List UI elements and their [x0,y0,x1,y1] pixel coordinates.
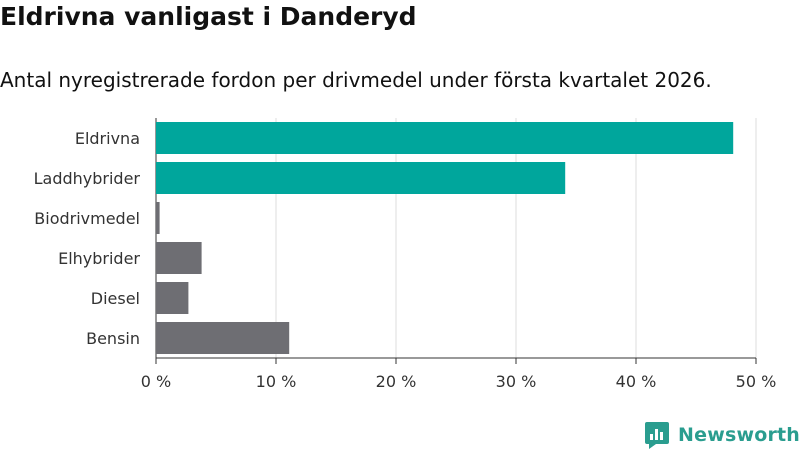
bar [156,322,290,354]
bar [156,162,566,194]
category-label: Laddhybrider [34,169,141,188]
x-tick-label: 20 % [376,372,417,391]
x-tick-label: 30 % [496,372,537,391]
bar [156,122,734,154]
category-label: Bensin [86,329,140,348]
category-label: Diesel [91,289,140,308]
x-tick-label: 50 % [736,372,777,391]
bar [156,282,189,314]
brand-name: Newsworthy [678,424,800,446]
x-axis: 0 % 10 % 20 % 30 % 40 % 50 % [141,357,777,391]
bar [156,242,202,274]
newsworthy-logo-icon [645,422,669,449]
grid-lines [155,118,757,358]
brand-logo: Newsworthy [644,420,800,450]
chart-title: Eldrivna vanligast i Danderyd [0,2,417,31]
category-label: Elhybrider [58,249,140,268]
bar [156,202,160,234]
category-label: Eldrivna [75,129,140,148]
bars [156,122,734,354]
x-tick-label: 10 % [256,372,297,391]
category-label: Biodrivmedel [34,209,140,228]
x-tick-label: 40 % [616,372,657,391]
category-labels: Eldrivna Laddhybrider Biodrivmedel Elhybrid… [34,129,141,348]
x-tick-label: 0 % [141,372,171,391]
chart-subtitle: Antal nyregistrerade fordon per drivmede… [0,68,712,92]
